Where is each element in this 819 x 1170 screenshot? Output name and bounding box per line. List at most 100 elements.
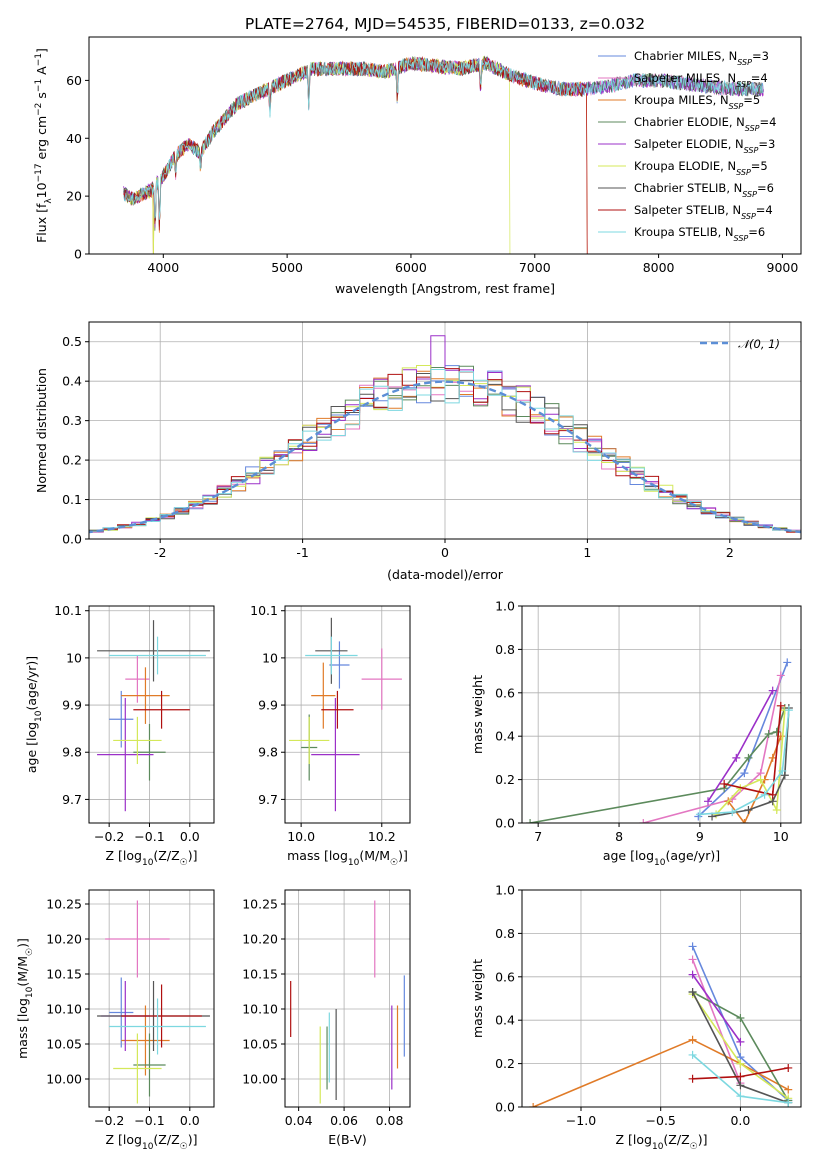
data-point (121, 984, 202, 1048)
weight-series-line (697, 662, 789, 818)
spectrum-panel: 4000 5000 6000 7000 8000 9000 0 20 40 60 Chabrier … (34, 36, 802, 296)
axes-frame (88, 36, 802, 255)
data-point (305, 636, 358, 675)
data-point (133, 1033, 166, 1097)
y-axis-label: mass [log10(M/M☉)] (15, 938, 35, 1059)
y-tick-label: 10.20 (46, 932, 82, 947)
error-bars (97, 900, 210, 1104)
y-tick-label: 60 (66, 73, 82, 88)
weight-series-line (691, 974, 742, 1043)
axes-frame (88, 321, 802, 540)
x-axis-label: age [log10(age/yr)] (603, 848, 720, 868)
data-point (321, 690, 354, 729)
y-tick-label: 0.2 (495, 1056, 515, 1071)
data-point (105, 900, 170, 978)
y-tick-label: 9.7 (62, 792, 82, 807)
weight-lines (526, 658, 793, 823)
x-tick-label: -1 (296, 545, 308, 560)
y-tick-label: 9.8 (62, 745, 82, 760)
y-tick-label: 0.1 (62, 492, 82, 507)
weight-series-line (691, 959, 742, 1084)
data-point (133, 690, 190, 729)
weight-point-marker (744, 805, 753, 814)
data-point (109, 636, 206, 675)
weight-point-marker (736, 1014, 745, 1023)
x-tick-label: 0.0 (180, 829, 200, 844)
weight-point-marker (688, 1035, 697, 1044)
data-point (311, 662, 336, 729)
normal-curve (89, 380, 801, 534)
mass-vs-EBV-panel: 0.04 0.06 0.08 10.00 10.05 10.10 10.15 10.20 10.… (242, 889, 411, 1147)
error-bars (289, 617, 402, 812)
age-vs-Z-panel: −0.2 −0.1 0.0 9.7 9.8 9.9 10 10.1 Z [log10(Z/Z☉)… (24, 603, 215, 868)
legend-label: Chabrier MILES, NSSP=3 (634, 49, 769, 67)
y-tick-label: 0.0 (495, 816, 515, 831)
x-axis-label: (data-model)/error (387, 567, 504, 582)
legend-label: Kroupa MILES, NSSP=5 (634, 93, 760, 111)
weight-point-marker (688, 987, 697, 996)
x-tick-label: 6000 (395, 260, 427, 275)
x-tick-label: 0.0 (730, 1113, 750, 1128)
data-point (109, 690, 134, 748)
residual-histograms (89, 335, 801, 535)
weight-point-marker (764, 730, 773, 739)
y-tick-label: 10.1 (250, 603, 278, 618)
legend-label: Salpeter MILES, NSSP=4 (634, 71, 768, 89)
data-point (109, 998, 206, 1055)
weight-point-marker (526, 819, 535, 823)
x-tick-label: -2 (154, 545, 166, 560)
x-tick-label: 2 (726, 545, 734, 560)
error-bars (290, 900, 405, 1104)
data-point (361, 648, 402, 710)
axes-frame (521, 605, 802, 824)
y-tick-label: 20 (66, 189, 82, 204)
x-axis-label: Z [log10(Z/Z☉)] (616, 1132, 708, 1152)
data-point (289, 716, 330, 765)
x-tick-label: 1 (583, 545, 591, 560)
y-tick-label: 10 (262, 650, 278, 665)
weight-point-marker (688, 942, 697, 951)
weight-point-marker (736, 1037, 745, 1046)
x-tick-label: −0.1 (134, 829, 164, 844)
weight-point-marker (740, 769, 749, 778)
weight-point-marker (768, 790, 777, 799)
weight-point-marker (720, 779, 729, 788)
y-tick-label: 0.0 (62, 532, 82, 547)
legend-label: Kroupa STELIB, NSSP=6 (634, 225, 765, 243)
x-tick-label: 0.04 (285, 1113, 313, 1128)
weight-point-marker (688, 970, 697, 979)
y-axis-label: age [log10(age/yr)] (24, 656, 44, 773)
weight-point-marker (736, 1081, 745, 1090)
weight-lines (529, 942, 793, 1107)
y-tick-label: 10.15 (46, 967, 82, 982)
weight-point-marker (778, 766, 787, 775)
y-tick-label: 0.6 (495, 685, 515, 700)
data-point (329, 641, 350, 689)
y-tick-label: 10.15 (242, 967, 278, 982)
legend-label: Chabrier STELIB, NSSP=6 (634, 181, 774, 199)
weight-point-marker (783, 658, 792, 667)
weight-point-marker (736, 1092, 745, 1101)
y-tick-label: 40 (66, 131, 82, 146)
weight-point-marker (728, 808, 737, 817)
y-tick-label: 0.2 (62, 453, 82, 468)
spectrum-series-line (123, 57, 764, 220)
legend-label: Chabrier ELODIE, NSSP=4 (634, 115, 776, 133)
weight-point-marker (772, 727, 781, 736)
data-point (113, 1033, 162, 1104)
y-tick-label: 0.4 (62, 374, 82, 389)
y-tick-label: 10.1 (54, 603, 82, 618)
data-point (97, 620, 210, 682)
weight-point-marker (768, 686, 777, 695)
y-tick-label: 0 (74, 247, 82, 262)
spectrum-legend: Chabrier MILES, NSSP=3 Salpeter MILES, NS… (598, 49, 776, 243)
legend-label: 𝒩(0, 1) (738, 337, 780, 351)
y-axis-label: Normed distribution (34, 368, 49, 493)
x-tick-label: −0.1 (134, 1113, 164, 1128)
weight-point-marker (688, 1074, 697, 1083)
x-tick-label: 7000 (519, 260, 551, 275)
y-tick-label: 0.8 (495, 642, 515, 657)
weight-point-marker (784, 1098, 793, 1107)
weight-point-marker (704, 797, 712, 806)
y-tick-label: 10.00 (46, 1072, 82, 1087)
